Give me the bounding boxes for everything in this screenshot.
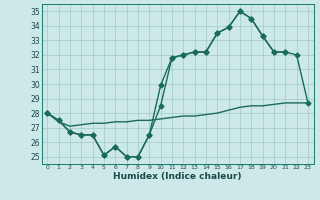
X-axis label: Humidex (Indice chaleur): Humidex (Indice chaleur)	[113, 172, 242, 181]
